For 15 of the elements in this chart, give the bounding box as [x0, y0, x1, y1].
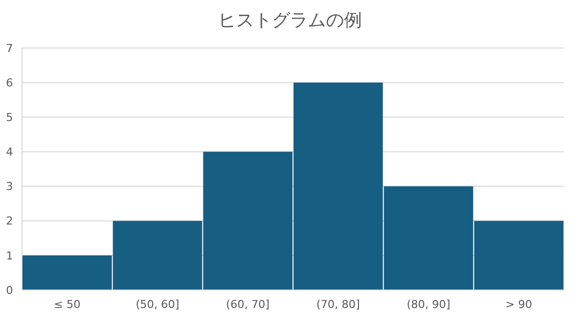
- x-tick-label: > 90: [505, 298, 532, 311]
- x-tick-label: (50, 60]: [136, 298, 180, 311]
- y-tick-label: 4: [6, 146, 13, 159]
- x-tick-label: (70, 80]: [316, 298, 360, 311]
- x-tick-label: ≤ 50: [54, 298, 81, 311]
- x-tick-label: (80, 90]: [406, 298, 450, 311]
- y-tick-label: 7: [6, 42, 13, 55]
- y-tick-label: 6: [6, 76, 13, 90]
- y-tick-label: 0: [6, 284, 13, 297]
- chart-title: ヒストグラムの例: [218, 10, 362, 31]
- y-tick-label: 3: [6, 180, 13, 194]
- y-tick-label: 1: [6, 249, 13, 262]
- y-tick-label: 2: [6, 214, 13, 228]
- x-tick-label: (60, 70]: [226, 298, 270, 311]
- y-tick-label: 5: [6, 110, 13, 124]
